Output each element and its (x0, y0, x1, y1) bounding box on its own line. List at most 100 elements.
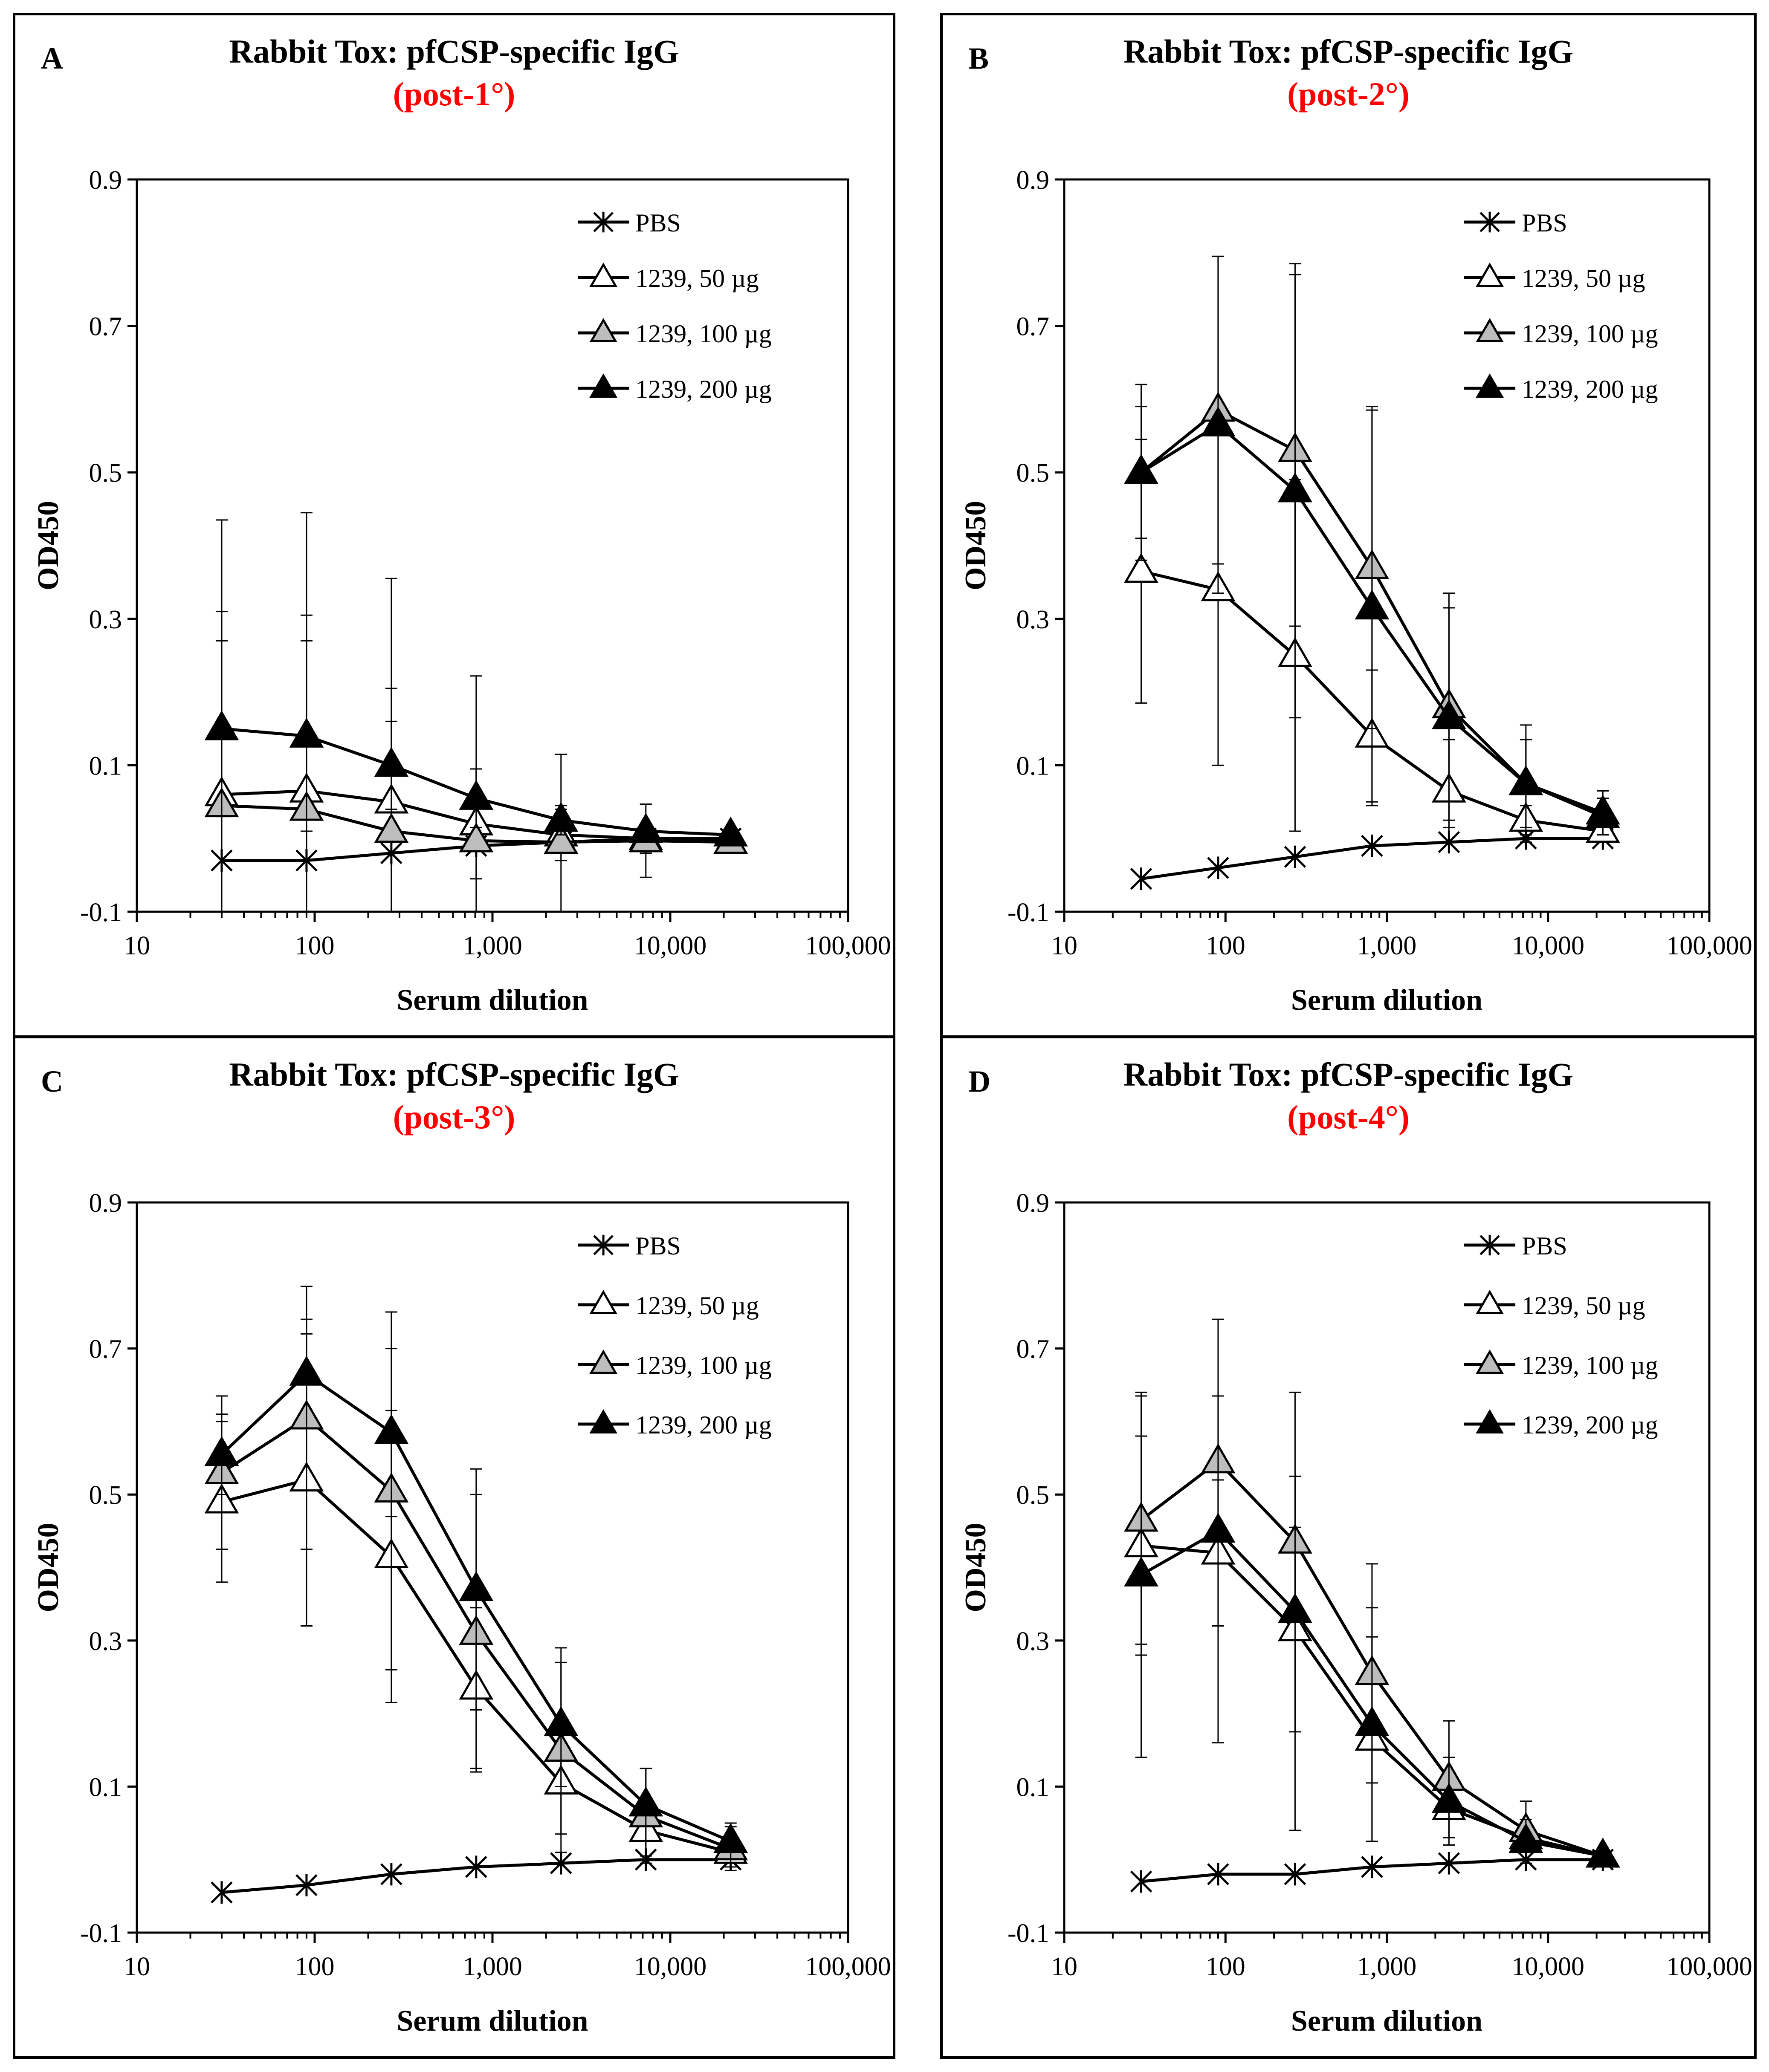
x-tick-label: 10 (1051, 931, 1077, 960)
legend-label: PBS (635, 209, 681, 237)
series-asterisk (1130, 1848, 1614, 1893)
legend-label: PBS (635, 1232, 681, 1260)
data-point (544, 802, 579, 832)
y-tick-label: -0.1 (80, 898, 122, 927)
x-axis-label: Serum dilution (1291, 984, 1482, 1017)
panel-letter: A (41, 41, 63, 75)
legend-item: 1239, 50 µg (578, 1289, 759, 1320)
legend-item: 1239, 50 µg (1464, 262, 1645, 292)
x-tick-label: 100 (295, 931, 335, 960)
data-point (289, 1355, 324, 1386)
data-point (380, 1863, 402, 1886)
legend-marker (589, 1289, 617, 1314)
legend-label: PBS (1522, 209, 1567, 237)
series-asterisk (1130, 827, 1614, 890)
data-point (1508, 1823, 1543, 1853)
plot-area: -0.1 0.1 0.3 0.5 0.7 0.9 10 100 1,000 10,000 100,0… (959, 1189, 1752, 2037)
y-tick-label: 0.7 (89, 312, 122, 341)
x-tick-label: 100,000 (1666, 1952, 1752, 1981)
data-point (1207, 856, 1229, 879)
y-tick-label: 0.1 (1016, 1773, 1050, 1802)
plot-area: -0.1 0.1 0.3 0.5 0.7 0.9 10 100 1,000 10,000 100,0… (959, 166, 1752, 1017)
data-point (1124, 1556, 1158, 1587)
y-tick-label: 0.9 (89, 166, 122, 195)
legend-marker (589, 373, 617, 398)
data-point (1431, 699, 1466, 729)
data-point (459, 1571, 494, 1601)
x-tick-label: 10 (124, 931, 150, 960)
y-tick-label: 0.1 (1016, 751, 1050, 780)
data-point (204, 1436, 239, 1466)
x-tick-label: 100,000 (805, 931, 891, 960)
data-point (374, 747, 409, 777)
data-point (459, 780, 494, 810)
legend-item: PBS (1464, 1232, 1567, 1260)
x-tick-label: 10 (1051, 1952, 1077, 1981)
data-point (1201, 1512, 1236, 1543)
x-tick-label: 1,000 (463, 1952, 522, 1981)
data-point (550, 1852, 572, 1875)
data-point (1124, 553, 1158, 583)
legend-label: 1239, 100 µg (1522, 1351, 1658, 1379)
series-triangle-filled (1124, 1318, 1620, 1868)
x-tick-label: 10 (124, 1952, 150, 1981)
data-point (1361, 1855, 1383, 1878)
y-tick-label: 0.5 (89, 1481, 122, 1510)
legend-label: 1239, 200 µg (1522, 1411, 1658, 1439)
legend-marker (1479, 1234, 1500, 1256)
legend-item: 1239, 100 µg (578, 318, 772, 348)
data-point (1284, 845, 1306, 868)
x-tick-label: 10,000 (1512, 1952, 1585, 1981)
series-triangle-filled (1124, 255, 1620, 836)
data-point (1130, 1870, 1152, 1893)
x-tick-label: 1,000 (1357, 931, 1417, 960)
series-triangle-filled (204, 1318, 748, 1861)
x-axis-label: Serum dilution (1291, 2005, 1482, 2037)
data-point (204, 710, 239, 740)
data-point (1508, 765, 1543, 795)
legend-item: 1239, 50 µg (578, 262, 759, 292)
legend-label: PBS (1522, 1232, 1567, 1260)
data-point (628, 813, 663, 843)
x-axis-label: Serum dilution (397, 2005, 588, 2037)
data-point (465, 1855, 487, 1878)
y-tick-label: -0.1 (80, 1919, 122, 1948)
legend-item: 1239, 200 µg (578, 1409, 772, 1439)
y-tick-label: 0.9 (89, 1189, 122, 1218)
panel-letter: B (968, 41, 989, 75)
y-axis-label: OD450 (32, 1523, 65, 1613)
y-tick-label: -0.1 (1008, 1919, 1049, 1948)
x-tick-label: 100 (1206, 931, 1245, 960)
data-point (1585, 1838, 1620, 1868)
legend-marker (589, 1349, 617, 1374)
data-point (544, 1706, 579, 1736)
legend-marker (1476, 373, 1504, 398)
panel-title: Rabbit Tox: pfCSP-specific IgG (229, 33, 679, 70)
legend-label: 1239, 100 µg (635, 1351, 772, 1379)
legend-marker (1479, 211, 1500, 233)
y-tick-label: 0.3 (89, 1627, 122, 1656)
data-point (544, 824, 579, 854)
data-point (1431, 1783, 1466, 1813)
legend-item: PBS (1464, 209, 1567, 237)
y-axis-label: OD450 (959, 501, 992, 590)
x-axis-label: Serum dilution (397, 984, 588, 1017)
data-point (628, 1786, 663, 1817)
legend-label: 1239, 200 µg (1522, 375, 1658, 403)
data-point (374, 813, 409, 843)
plot-area: -0.1 0.1 0.3 0.5 0.7 0.9 10 100 1,000 10,000 100,0… (32, 1189, 891, 2037)
panel-b: B Rabbit Tox: pfCSP-specific IgG (post-2… (940, 13, 1757, 1038)
data-point (295, 1874, 318, 1897)
legend-label: 1239, 50 µg (1522, 1292, 1645, 1320)
legend-item: 1239, 100 µg (1464, 1349, 1658, 1379)
data-point (1355, 590, 1390, 620)
x-tick-label: 100,000 (805, 1952, 891, 1981)
legend-marker (1476, 1409, 1504, 1433)
y-tick-label: 0.1 (89, 1773, 122, 1802)
panel-c: C Rabbit Tox: pfCSP-specific IgG (post-3… (13, 1036, 895, 2059)
series-triangle-filled (204, 640, 748, 847)
y-tick-label: 0.3 (1016, 1627, 1050, 1656)
data-point (1355, 1706, 1390, 1736)
legend-marker (1476, 262, 1504, 287)
